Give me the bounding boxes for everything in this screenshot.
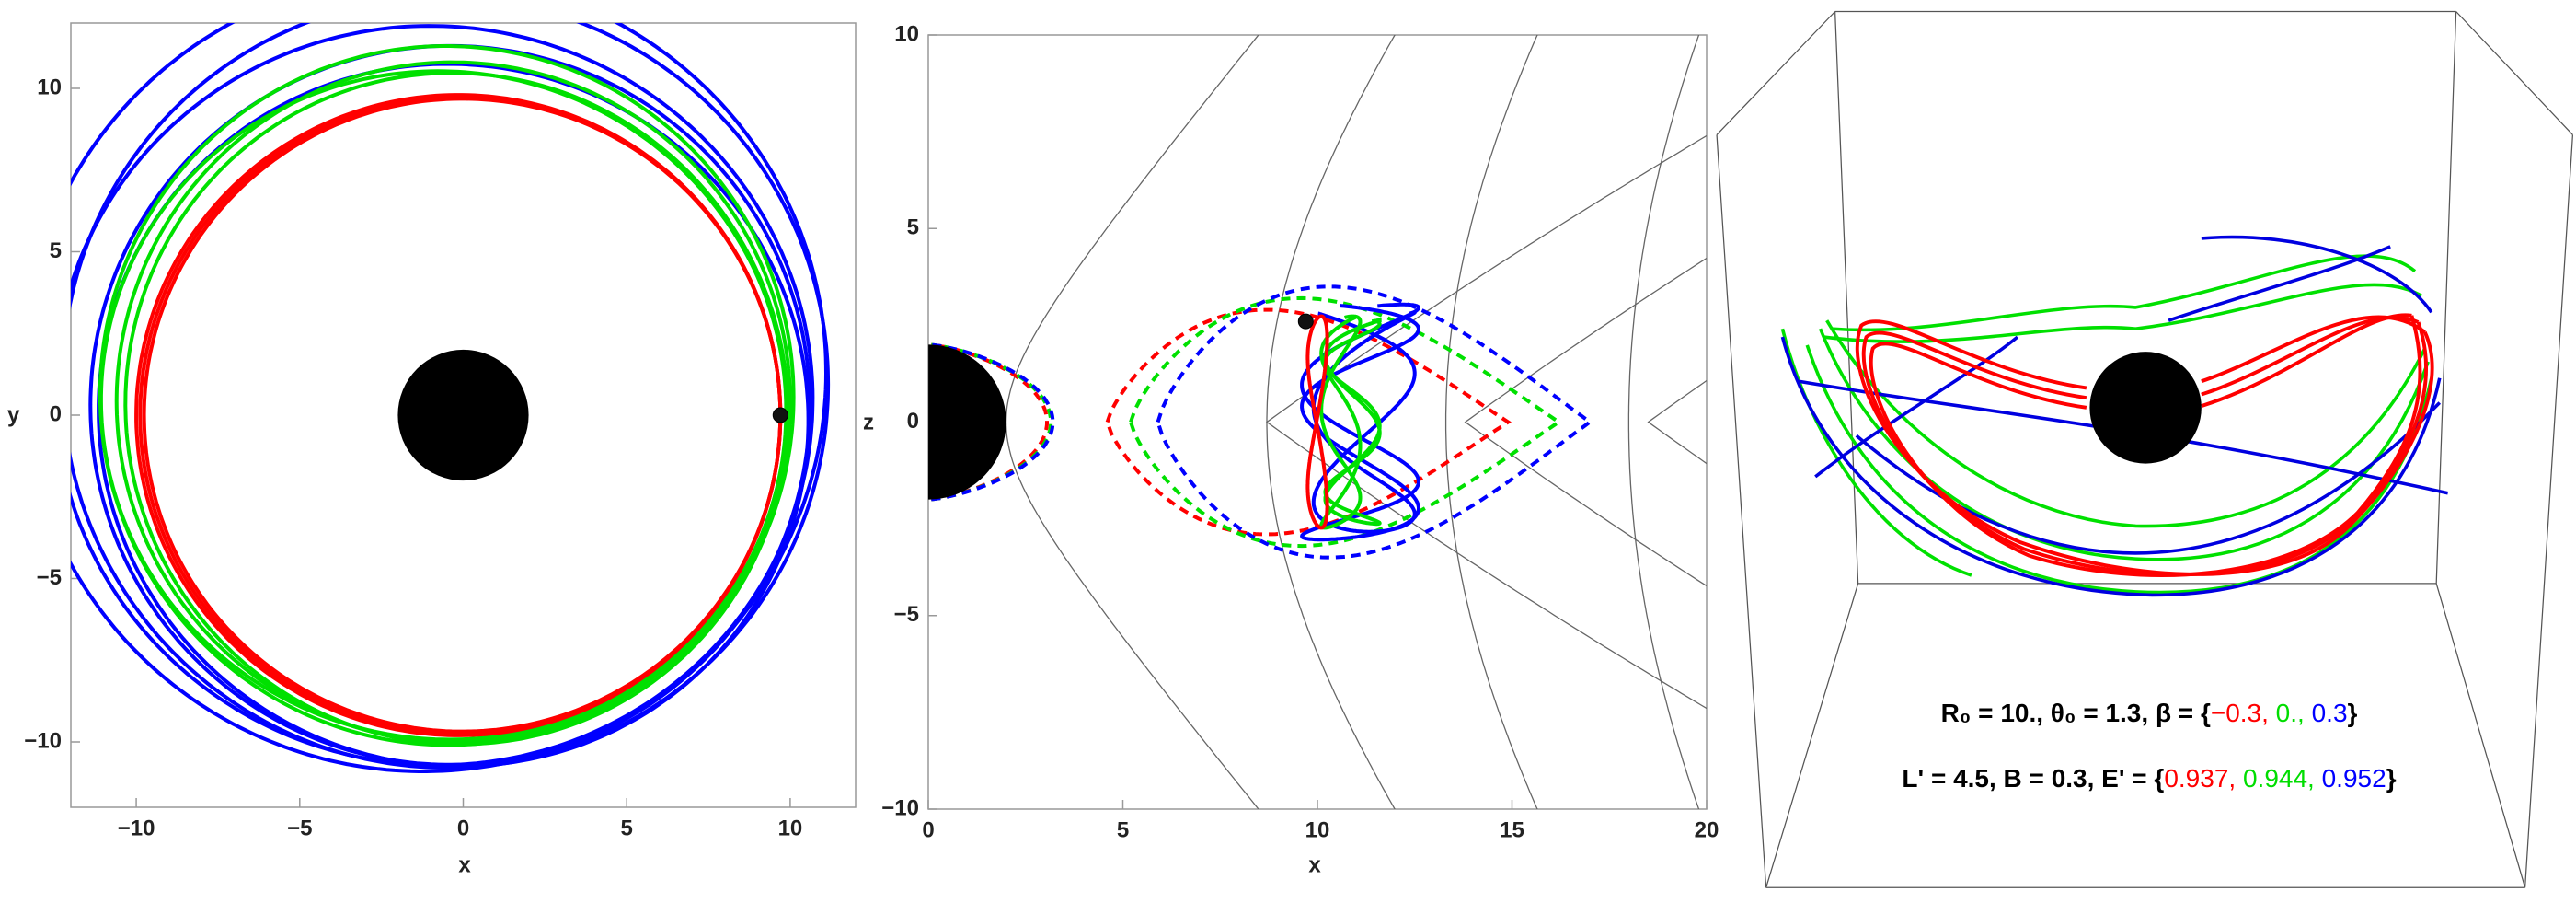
black-hole <box>928 344 1006 500</box>
annotation: L' = 4.5, B = 0.3, E' = {0.937, 0.944, 0… <box>1902 764 2396 793</box>
annotation-part: 0.3 <box>2305 699 2348 727</box>
annotation-part: } <box>2348 699 2358 727</box>
zero-velocity-curve <box>1105 307 1512 537</box>
y-tick-label: −5 <box>37 565 62 590</box>
x-tick-label: 10 <box>778 816 803 840</box>
trajectory <box>1300 302 1420 542</box>
annotation-part: 0.937, <box>2164 764 2236 793</box>
marker <box>1297 313 1314 330</box>
field-line <box>1627 35 1700 809</box>
x-tick-label: 0 <box>922 817 934 842</box>
field-line <box>1444 35 1538 809</box>
y-tick-label: −10 <box>881 795 919 820</box>
annotation-part: 0.952 <box>2315 764 2386 793</box>
y-axis-label: y <box>7 402 20 427</box>
x-tick-label: 20 <box>1695 817 1719 842</box>
y-tick-label: 5 <box>907 215 919 240</box>
y-tick-label: −10 <box>24 728 62 753</box>
field-line <box>1823 0 1891 848</box>
x-axis-label: x <box>1308 852 1321 877</box>
trajectories-3d <box>1780 235 2449 597</box>
orbit <box>71 23 829 773</box>
x-axis-label: x <box>458 852 471 877</box>
zero-velocity-curve <box>1156 284 1593 560</box>
field-line <box>1464 257 1707 587</box>
y-tick-label: 0 <box>50 401 62 426</box>
trajectory <box>1305 314 1329 530</box>
orbit <box>98 69 788 742</box>
y-tick-label: 0 <box>907 409 919 434</box>
field-line <box>1265 134 1707 710</box>
orbit <box>114 60 793 745</box>
box-3d <box>1716 10 2574 888</box>
orbit <box>123 71 790 747</box>
annotation-part: R₀ = 10., θ₀ = 1.3, β = { <box>1941 699 2211 727</box>
field-line <box>1266 35 1396 809</box>
x-tick-label: 10 <box>1305 817 1330 842</box>
black-hole <box>2089 352 2202 464</box>
annotation-part: 0.944, <box>2236 764 2315 793</box>
x-tick-label: 5 <box>621 816 633 840</box>
annotation-part: L' = 4.5, B = 0.3, E' = { <box>1902 764 2164 793</box>
orbit <box>71 24 815 768</box>
zero-velocity-curve <box>931 342 1055 502</box>
plot-area <box>928 0 1891 848</box>
marker <box>772 407 788 423</box>
y-tick-label: 10 <box>894 21 919 46</box>
y-tick-label: 5 <box>50 238 62 263</box>
x-tick-label: −10 <box>118 816 155 840</box>
plot-area <box>71 23 831 773</box>
trajectory <box>1319 314 1363 530</box>
black-hole <box>397 349 529 481</box>
annotation-part: } <box>2386 764 2397 793</box>
x-tick-label: −5 <box>287 816 312 840</box>
x-tick-label: 5 <box>1117 817 1129 842</box>
y-tick-label: 10 <box>37 75 62 99</box>
y-tick-label: −5 <box>894 602 919 627</box>
y-axis-label: z <box>863 410 874 434</box>
annotation: R₀ = 10., θ₀ = 1.3, β = {−0.3, 0., 0.3} <box>1941 699 2358 727</box>
orbit <box>142 97 783 734</box>
zero-velocity-curve <box>1129 295 1562 549</box>
annotation-part: −0.3, <box>2211 699 2269 727</box>
annotation-part: 0., <box>2269 699 2305 727</box>
x-tick-label: 0 <box>457 816 469 840</box>
field-line <box>1647 379 1707 465</box>
x-tick-label: 15 <box>1500 817 1524 842</box>
